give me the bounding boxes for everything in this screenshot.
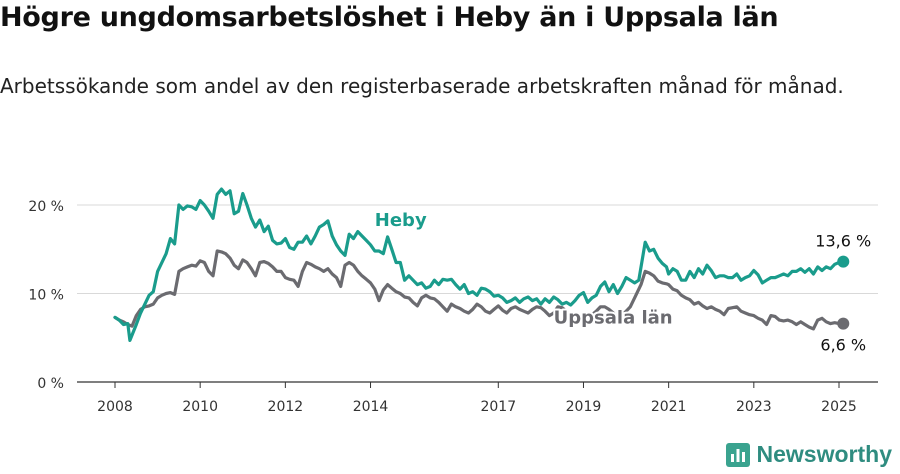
series-lines <box>113 187 850 342</box>
x-tick-label: 2012 <box>268 399 304 415</box>
x-axis: 2008 2010 2012 2014 2017 2019 2021 2023 2025 <box>77 381 878 415</box>
x-tick-label: 2017 <box>480 399 516 415</box>
x-tick-label: 2023 <box>736 399 772 415</box>
gridlines <box>77 204 878 294</box>
y-tick-label: 0 % <box>37 376 64 392</box>
series-line-uppsala-l-n <box>113 249 845 331</box>
x-tick-label: 2025 <box>821 399 857 415</box>
chart-title: Högre ungdomsarbetslöshet i Heby än i Up… <box>0 2 779 33</box>
end-point-heby <box>837 255 850 268</box>
y-tick-label: 20 % <box>28 199 64 215</box>
end-point-uppsala-l-n <box>837 317 850 330</box>
series-line-heby <box>113 187 845 342</box>
chart-subtitle: Arbetssökande som andel av den registerb… <box>0 74 844 98</box>
brand-logo: Newsworthy <box>725 441 892 468</box>
brand-name: Newsworthy <box>756 441 892 467</box>
end-label-uppsala: 6,6 % <box>820 336 866 355</box>
x-tick-label: 2010 <box>182 399 218 415</box>
series-name-halo-heby: Heby <box>375 210 427 231</box>
x-tick-label: 2019 <box>566 399 602 415</box>
x-tick-label: 2014 <box>353 399 389 415</box>
series-name-uppsala-l-n: Uppsala län <box>554 308 673 329</box>
y-axis-ticks: 0 % 10 % 20 % <box>28 199 64 392</box>
newsworthy-logo-icon <box>725 442 750 467</box>
y-tick-label: 10 % <box>28 288 64 304</box>
x-tick-label: 2008 <box>97 399 133 415</box>
end-label-heby: 13,6 % <box>815 232 871 251</box>
series-name-heby: Heby <box>375 210 427 231</box>
x-tick-label: 2021 <box>651 399 687 415</box>
series-name-halo-uppsala-l-n: Uppsala län <box>554 308 673 329</box>
